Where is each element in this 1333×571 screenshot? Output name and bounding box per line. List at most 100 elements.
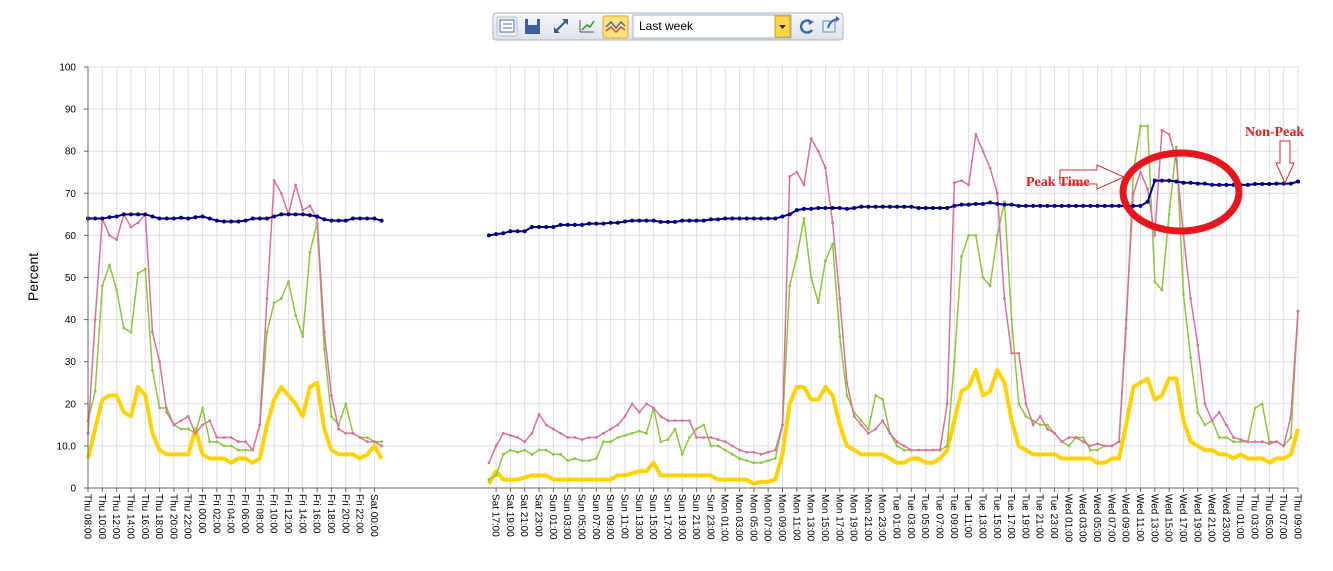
series-point <box>831 221 835 225</box>
series-line <box>86 368 1300 486</box>
series-point <box>243 218 248 223</box>
series-point <box>1159 178 1164 183</box>
list-button[interactable] <box>496 16 518 37</box>
series-point <box>980 201 985 206</box>
series-point <box>1017 402 1021 406</box>
series-point <box>115 288 119 292</box>
series-point <box>966 202 971 207</box>
series-point <box>151 368 154 372</box>
series-point <box>845 393 849 397</box>
series-point <box>1267 182 1272 187</box>
series-point <box>602 440 605 444</box>
series-point <box>1189 297 1193 300</box>
series-point <box>1031 203 1036 208</box>
series-point <box>651 218 656 223</box>
series-point <box>615 220 620 225</box>
series-point <box>322 347 326 351</box>
series-point <box>924 448 928 452</box>
series-point <box>680 452 684 456</box>
series-point <box>781 423 784 427</box>
series-point <box>1225 423 1228 427</box>
series-point <box>695 436 698 439</box>
series-point <box>630 431 634 435</box>
series-point <box>1067 444 1071 448</box>
series-point <box>673 427 677 431</box>
share-button[interactable] <box>822 16 840 33</box>
series-point <box>1260 182 1265 187</box>
expand-button[interactable] <box>554 19 568 33</box>
series-point <box>208 440 212 444</box>
series-point <box>587 459 591 463</box>
series-point <box>558 222 563 227</box>
series-point <box>601 221 606 226</box>
series-point <box>688 419 691 423</box>
series-point <box>544 224 549 229</box>
series-point <box>1239 438 1243 441</box>
x-tick-label: Sun 07:00 <box>590 494 601 540</box>
series-point <box>350 216 355 221</box>
series-point <box>952 181 956 185</box>
series-point <box>143 212 148 217</box>
save-button[interactable] <box>525 19 540 34</box>
series-point <box>1260 440 1264 444</box>
x-tick-label: Mon 03:00 <box>733 494 744 542</box>
series-point <box>573 436 577 439</box>
series-point <box>308 204 312 208</box>
series-point <box>1189 356 1193 359</box>
series-point <box>880 204 885 209</box>
annotations: Peak Time Non-Peak <box>1026 125 1304 235</box>
refresh-button[interactable] <box>799 19 814 34</box>
series-point <box>873 204 878 209</box>
series-point <box>959 202 964 207</box>
series-point <box>1282 444 1286 448</box>
series-point <box>587 436 591 439</box>
series-point <box>658 219 663 224</box>
x-tick-label: Fri 18:00 <box>325 494 336 534</box>
series-point <box>365 436 369 439</box>
y-tick-label: 100 <box>59 63 76 74</box>
series-point <box>902 444 906 448</box>
x-tick-label: Thu 18:00 <box>153 494 164 539</box>
series-point <box>1103 444 1107 448</box>
series-point <box>1096 442 1099 446</box>
series-point <box>201 406 204 410</box>
x-tick-label: Wed 03:00 <box>1077 494 1088 543</box>
series-point <box>916 206 921 211</box>
series-point <box>300 212 305 217</box>
x-tick-label: Fri 02:00 <box>210 494 221 534</box>
x-tick-label: Tue 09:00 <box>948 494 959 539</box>
series-point <box>630 402 634 406</box>
series-point <box>909 204 914 209</box>
series-point <box>738 448 741 452</box>
series-point <box>516 436 519 439</box>
x-tick-label: Thu 08:00 <box>82 494 93 539</box>
highlight-ellipse <box>1119 149 1243 235</box>
series-point <box>1017 351 1021 355</box>
series-point <box>157 216 162 221</box>
series-point <box>1066 203 1071 208</box>
series-point <box>287 280 290 284</box>
series-point <box>329 218 334 223</box>
series-point <box>330 393 333 397</box>
y-tick-label: 20 <box>65 399 77 410</box>
series-point <box>945 206 950 211</box>
series-point <box>666 438 670 441</box>
series-point <box>1146 187 1150 191</box>
x-tick-label: Fri 04:00 <box>225 494 236 534</box>
series-point <box>673 419 677 423</box>
series-point <box>1010 351 1014 355</box>
series-point <box>930 206 935 211</box>
series-point <box>222 219 227 224</box>
series-point <box>694 218 699 223</box>
series-point <box>251 448 255 452</box>
x-tick-label: Thu 22:00 <box>182 494 193 539</box>
range-dropdown[interactable]: Last week <box>632 14 792 39</box>
series-point <box>343 218 348 223</box>
series-point <box>723 440 727 444</box>
series-point <box>773 448 777 452</box>
toolbar: Last week <box>492 12 844 41</box>
line-chart-button[interactable] <box>602 15 629 39</box>
series-point <box>1110 444 1114 448</box>
chart-button[interactable] <box>579 20 595 33</box>
series-point <box>172 423 176 427</box>
